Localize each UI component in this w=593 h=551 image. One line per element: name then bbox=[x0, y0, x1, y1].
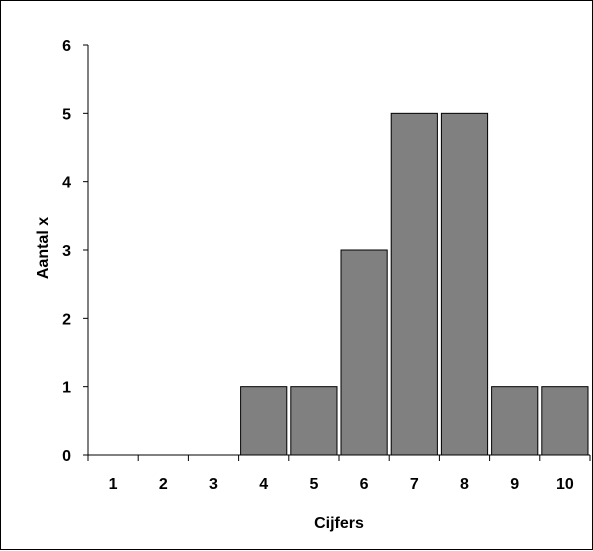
labels-layer: 0 1 2 3 4 5 6 1 2 3 4 5 6 7 8 9 10 bbox=[62, 38, 574, 493]
x-tick-label: 5 bbox=[309, 476, 318, 493]
y-tick-label: 5 bbox=[62, 106, 71, 123]
y-tick-label: 2 bbox=[62, 311, 71, 328]
bar-4 bbox=[240, 386, 288, 456]
y-axis-title: Aantal x bbox=[35, 217, 52, 279]
bar-9 bbox=[491, 386, 539, 456]
y-tick-label: 1 bbox=[62, 380, 71, 397]
y-tick-label: 6 bbox=[62, 38, 71, 55]
x-axis-title: Cijfers bbox=[314, 515, 364, 532]
y-tick-label: 4 bbox=[62, 175, 71, 192]
x-tick-label: 3 bbox=[209, 476, 218, 493]
x-tick-label: 1 bbox=[109, 476, 118, 493]
x-tick-label: 6 bbox=[360, 476, 369, 493]
x-tick-label: 8 bbox=[460, 476, 469, 493]
x-tick-label: 10 bbox=[556, 476, 574, 493]
x-tick-label: 2 bbox=[159, 476, 168, 493]
bar-7 bbox=[390, 112, 438, 456]
y-tick-label: 3 bbox=[62, 243, 71, 260]
bars-layer bbox=[240, 112, 589, 456]
x-tick-label: 9 bbox=[510, 476, 519, 493]
bar-10 bbox=[541, 386, 589, 456]
bar-8 bbox=[440, 112, 489, 456]
bar-6 bbox=[340, 249, 388, 456]
x-tick-label: 7 bbox=[410, 476, 419, 493]
x-tick-label: 4 bbox=[259, 476, 268, 493]
bar-5 bbox=[290, 386, 338, 456]
axes-layer bbox=[83, 44, 591, 461]
y-tick-label: 0 bbox=[62, 448, 71, 465]
